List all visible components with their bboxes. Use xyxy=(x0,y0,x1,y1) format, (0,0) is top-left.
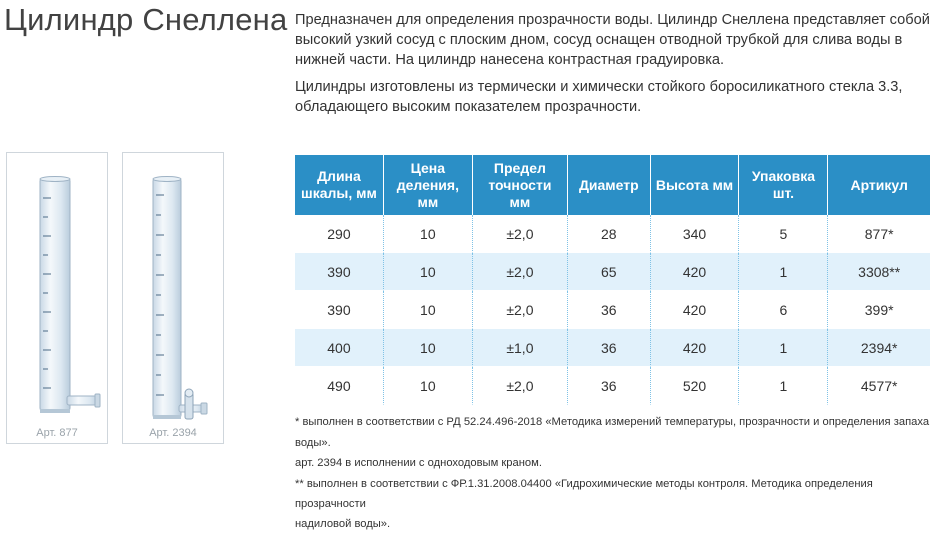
table-cell: 36 xyxy=(568,367,651,405)
table-cell: 36 xyxy=(568,329,651,367)
table-cell: 10 xyxy=(383,329,473,367)
table-cell: 6 xyxy=(739,291,829,329)
table-row: 290 10 ±2,0 28 340 5 877* xyxy=(295,215,930,253)
table-cell: 1 xyxy=(739,367,829,405)
table-row: 400 10 ±1,0 36 420 1 2394* xyxy=(295,329,930,367)
table-cell: ±1,0 xyxy=(472,329,569,367)
table-row: 390 10 ±2,0 65 420 1 3308** xyxy=(295,253,930,291)
header-article: Артикул xyxy=(828,155,930,215)
image-caption: Арт. 877 xyxy=(36,427,78,439)
article-cell: 877* xyxy=(828,215,930,253)
product-image-2394[interactable]: Арт. 2394 xyxy=(122,152,224,444)
table-cell: 420 xyxy=(650,253,740,291)
footnotes: * выполнен в соответствии с РД 52.24.496… xyxy=(295,412,935,533)
table-cell: 10 xyxy=(383,291,473,329)
table-cell: 1 xyxy=(739,329,829,367)
table-cell: 10 xyxy=(383,253,473,291)
table-cell: 10 xyxy=(383,215,473,253)
table-cell: 65 xyxy=(568,253,651,291)
footnote: ** выполнен в соответствии с ФР.1.31.200… xyxy=(295,477,873,511)
table-row: 490 10 ±2,0 36 520 1 4577* xyxy=(295,367,930,405)
table-cell: ±2,0 xyxy=(472,215,569,253)
table-cell: 36 xyxy=(568,291,651,329)
description-paragraph: Цилиндры изготовлены из термически и хим… xyxy=(295,79,903,115)
table-cell: 520 xyxy=(650,367,740,405)
footnote: * выполнен в соответствии с РД 52.24.496… xyxy=(295,416,930,449)
footnote: арт. 2394 в исполнении с одноходовым кра… xyxy=(295,457,542,469)
table-cell: 290 xyxy=(295,215,384,253)
table-cell: ±2,0 xyxy=(472,367,569,405)
snellen-cylinder-stopcock-drawing xyxy=(152,176,208,420)
header-diameter: Диаметр xyxy=(568,155,651,215)
table-cell: 390 xyxy=(295,253,384,291)
article-cell: 4577* xyxy=(828,367,930,405)
table-cell: 420 xyxy=(650,329,740,367)
table-row: 390 10 ±2,0 36 420 6 399* xyxy=(295,291,930,329)
table-cell: 340 xyxy=(650,215,740,253)
table-cell: 1 xyxy=(739,253,829,291)
article-cell: 2394* xyxy=(828,329,930,367)
table-cell: 5 xyxy=(739,215,829,253)
snellen-cylinder-drawing xyxy=(39,176,101,413)
header-division-value: Цена деления, мм xyxy=(383,155,473,215)
header-package: Упаковка шт. xyxy=(739,155,829,215)
article-cell: 399* xyxy=(828,291,930,329)
table-header-row: Длина шкалы, мм Цена деления, мм Предел … xyxy=(295,155,930,215)
header-scale-length: Длина шкалы, мм xyxy=(295,155,384,215)
table-cell: 390 xyxy=(295,291,384,329)
header-accuracy-limit: Предел точности мм xyxy=(472,155,569,215)
table-cell: 420 xyxy=(650,291,740,329)
specifications-table: Длина шкалы, мм Цена деления, мм Предел … xyxy=(295,155,930,405)
table-cell: ±2,0 xyxy=(472,253,569,291)
table-cell: 28 xyxy=(568,215,651,253)
footnote: надиловой воды». xyxy=(295,517,391,530)
table-cell: 490 xyxy=(295,367,384,405)
product-description: Предназначен для определения прозрачност… xyxy=(295,10,935,122)
image-caption: Арт. 2394 xyxy=(149,427,197,439)
product-image-877[interactable]: Арт. 877 xyxy=(6,152,108,444)
table-cell: ±2,0 xyxy=(472,291,569,329)
table-cell: 400 xyxy=(295,329,384,367)
description-paragraph: Предназначен для определения прозрачност… xyxy=(295,12,930,68)
table-cell: 10 xyxy=(383,367,473,405)
header-height: Высота мм xyxy=(650,155,740,215)
page-title: Цилиндр Снеллена xyxy=(4,2,288,37)
article-cell: 3308** xyxy=(828,253,930,291)
